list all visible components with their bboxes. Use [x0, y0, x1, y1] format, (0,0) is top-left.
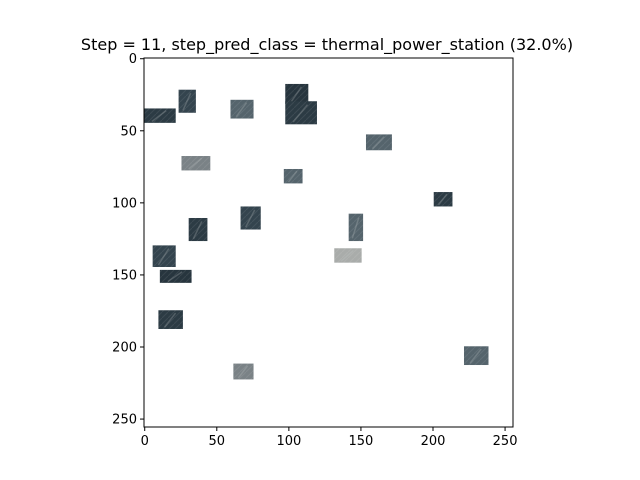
patch-texture [433, 192, 453, 207]
patch-streak [237, 365, 249, 379]
revealed-patch-8 [283, 168, 303, 184]
y-tick-label: 150 [112, 268, 137, 283]
patch-texture [240, 206, 261, 230]
patch-streak [235, 102, 248, 118]
patch-streak [469, 348, 482, 364]
revealed-patch-13 [152, 245, 176, 268]
patch-texture [283, 168, 303, 184]
y-tick-label: 50 [120, 124, 137, 139]
revealed-patch-1 [144, 108, 176, 123]
revealed-patch-3 [230, 99, 254, 119]
patch-streak [157, 248, 170, 266]
revealed-patch-2 [178, 89, 196, 113]
image-background [144, 58, 513, 427]
revealed-patch-5 [285, 101, 317, 125]
revealed-patch-7 [181, 156, 211, 171]
y-tick-label: 100 [112, 196, 137, 211]
revealed-patch-9 [433, 192, 453, 207]
patch-texture [365, 134, 392, 151]
revealed-patch-14 [334, 248, 362, 263]
image-layer [144, 58, 513, 427]
patch-streak [437, 193, 448, 206]
patch-streak [351, 217, 360, 239]
revealed-patch-10 [240, 206, 261, 230]
patch-texture [178, 89, 196, 113]
patch-texture [230, 99, 254, 119]
patch-streak [244, 209, 256, 228]
patch-streak [163, 312, 177, 328]
revealed-patch-16 [158, 310, 183, 329]
patch-texture [348, 213, 364, 242]
y-tick-label: 250 [112, 413, 137, 428]
patch-texture [334, 248, 362, 263]
revealed-patch-18 [233, 363, 254, 380]
patch-texture [152, 245, 176, 268]
patch-texture [233, 363, 254, 380]
patch-streak [292, 104, 309, 123]
x-tick-label: 200 [421, 434, 446, 449]
patch-streak [192, 221, 203, 240]
patch-texture [158, 310, 183, 329]
patch-texture [285, 101, 317, 125]
x-tick-label: 250 [493, 434, 518, 449]
axes-frame [143, 57, 514, 428]
y-tick-label: 200 [112, 341, 137, 356]
patch-streak [340, 249, 354, 262]
x-tick-label: 0 [141, 434, 149, 449]
patch-streak [151, 110, 167, 123]
patch-texture [463, 346, 489, 366]
axes-layer: 0 50 100 150 200 250 0 50 100 150 200 250 [112, 52, 517, 449]
patch-streak [188, 157, 203, 170]
patch-streak [182, 92, 192, 111]
revealed-patch-12 [348, 213, 364, 242]
chart-title: Step = 11, step_pred_class = thermal_pow… [81, 35, 573, 55]
patch-texture [181, 156, 211, 171]
patch-texture [188, 217, 208, 242]
patch-texture [159, 269, 192, 283]
patch-streak [167, 271, 183, 283]
x-tick-label: 150 [349, 434, 374, 449]
revealed-patch-6 [365, 134, 392, 151]
patch-texture [144, 108, 176, 123]
patch-streak [287, 170, 298, 183]
patch-streak [371, 136, 385, 150]
x-tick-label: 50 [209, 434, 226, 449]
revealed-patch-4 [285, 83, 309, 105]
patch-streak [290, 86, 303, 103]
patch-texture [285, 83, 309, 105]
revealed-patch-17 [463, 346, 489, 366]
revealed-patch-15 [159, 269, 192, 283]
revealed-patch-11 [188, 217, 208, 242]
y-tick-label: 0 [129, 52, 137, 67]
x-tick-label: 100 [276, 434, 301, 449]
